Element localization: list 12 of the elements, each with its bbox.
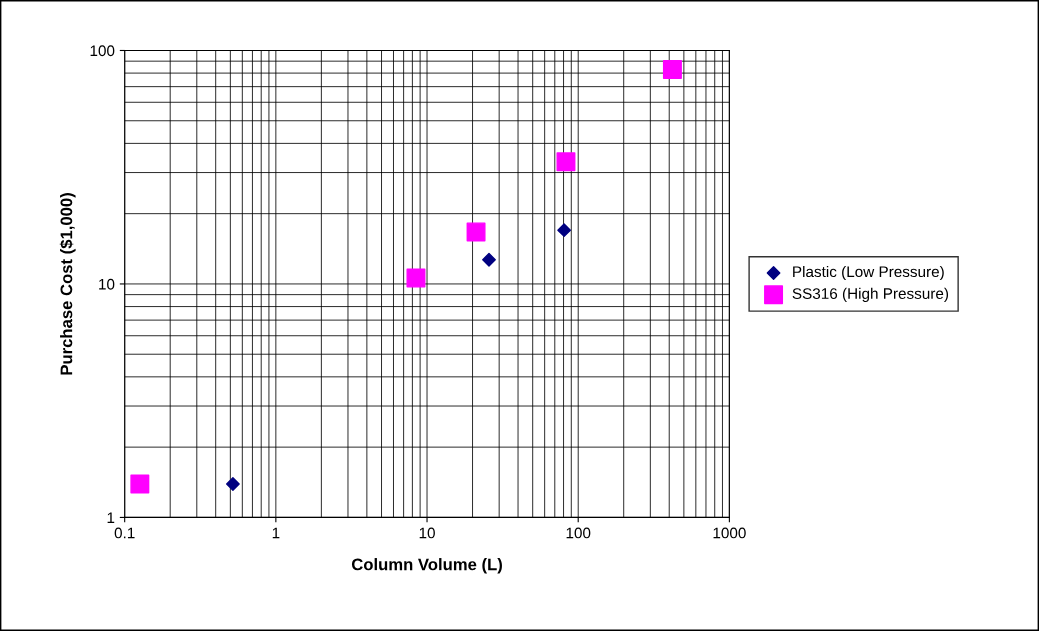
- x-axis-title: Column Volume (L): [351, 558, 502, 574]
- x-tick-label: 0.1: [114, 527, 135, 539]
- legend-label: SS316 (High Pressure): [792, 287, 949, 303]
- y-axis-title: Purchase Cost ($1,000): [59, 193, 76, 375]
- x-tick-label: 10: [419, 527, 435, 539]
- x-tick-label: 100: [566, 527, 591, 539]
- x-tick-label: 1: [272, 527, 280, 539]
- x-tick-label: 1000: [713, 527, 746, 539]
- y-tick-label: 10: [99, 278, 115, 290]
- y-tick-label: 1: [107, 512, 115, 523]
- y-tick-label: 100: [90, 45, 115, 57]
- legend-label: Plastic (Low Pressure): [793, 265, 944, 281]
